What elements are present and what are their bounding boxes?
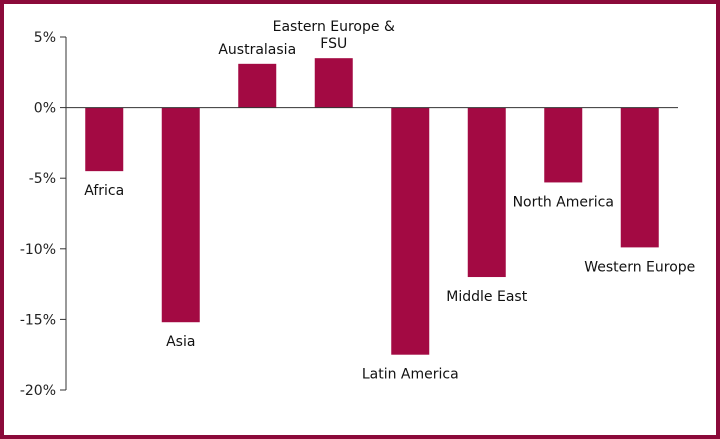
category-label: Latin America xyxy=(362,367,459,383)
bar xyxy=(467,107,506,278)
y-tick-label: 5% xyxy=(34,30,56,46)
y-axis: 5% 0% -5% -10% -15% -20% xyxy=(20,30,67,399)
category-label: Asia xyxy=(166,334,195,350)
category-label: Western Europe xyxy=(584,259,695,275)
category-label: North America xyxy=(513,194,614,210)
bar xyxy=(314,58,353,108)
category-label: Australasia xyxy=(218,42,296,58)
y-tick-label: -20% xyxy=(20,383,56,399)
y-tick-label: -15% xyxy=(20,312,56,328)
bar xyxy=(620,107,659,248)
bar xyxy=(391,107,430,355)
y-tick-label: -5% xyxy=(29,171,56,187)
category-label: Middle East xyxy=(446,289,527,305)
category-label: Africa xyxy=(84,183,124,199)
category-label: Eastern Europe & FSU xyxy=(273,19,395,52)
bars xyxy=(85,58,659,355)
y-tick-label: -10% xyxy=(20,242,56,258)
bar xyxy=(85,107,124,172)
bar xyxy=(161,107,200,323)
y-tick-label: 0% xyxy=(34,101,56,117)
bar xyxy=(544,107,583,183)
bar xyxy=(238,63,277,108)
